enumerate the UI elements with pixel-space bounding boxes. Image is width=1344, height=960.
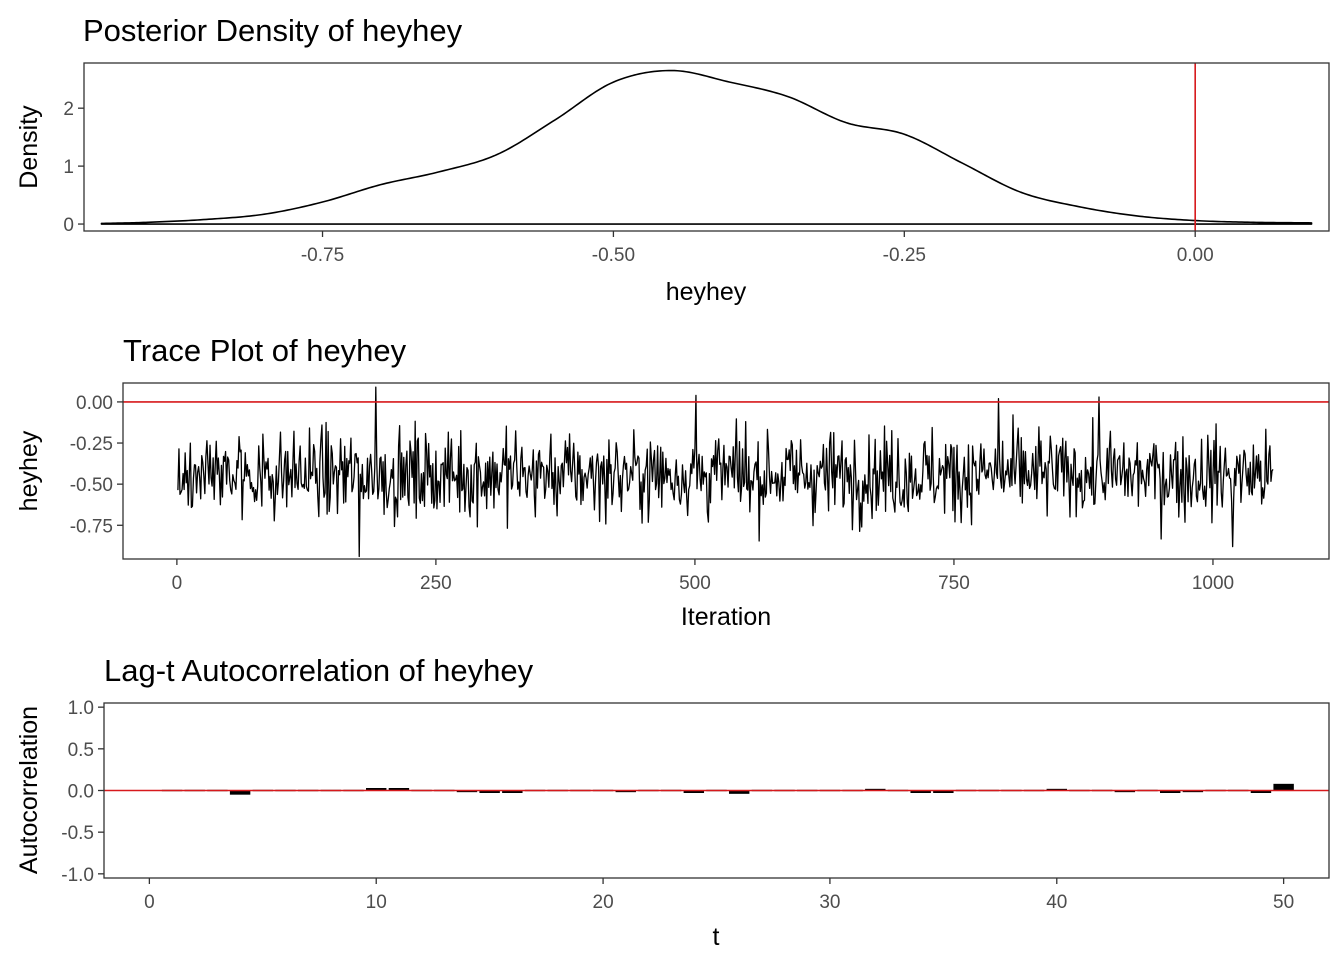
density-y-ticks: 0 1 2 (63, 99, 84, 236)
trace-x-tick-label: 750 (938, 573, 970, 594)
trace-line (177, 386, 1274, 558)
acf-bar (366, 788, 387, 791)
trace-x-ticks: 0 250 500 750 1000 (172, 559, 1234, 594)
trace-panel: Trace Plot of heyhey 0 250 500 750 1000 0.00… (15, 333, 1330, 631)
acf-bar (229, 790, 251, 795)
acf-bar (683, 790, 705, 793)
density-x-tick-label: -0.75 (301, 245, 344, 266)
acf-bar (1114, 790, 1136, 793)
acf-bar (456, 790, 478, 793)
density-x-tick-label: -0.25 (883, 245, 926, 266)
acf-bar (1250, 790, 1272, 793)
acf-x-tick-label: 0 (144, 892, 155, 913)
density-y-tick-label: 1 (63, 157, 74, 178)
trace-y-tick-label: -0.25 (70, 434, 113, 455)
acf-x-label: t (713, 923, 720, 951)
acf-y-tick-label: 0.5 (68, 740, 94, 761)
acf-bar (1273, 783, 1294, 791)
acf-bar (1046, 788, 1067, 791)
trace-title: Trace Plot of heyhey (123, 333, 407, 368)
density-y-tick-label: 2 (63, 99, 74, 120)
acf-x-ticks: 0 10 20 30 40 50 (144, 878, 1294, 913)
acf-x-tick-label: 50 (1273, 892, 1294, 913)
density-plot-area (100, 63, 1313, 231)
acf-panel: Lag-t Autocorrelation of heyhey 0 10 20 30 4… (15, 653, 1330, 951)
trace-x-tick-label: 250 (420, 573, 452, 594)
acf-bar (479, 790, 500, 793)
trace-y-ticks: 0.00 -0.25 -0.50 -0.75 (70, 393, 123, 537)
acf-bar (1160, 790, 1181, 793)
acf-x-tick-label: 20 (593, 892, 614, 913)
acf-y-tick-label: -0.5 (61, 823, 94, 844)
acf-plot-area (104, 783, 1329, 795)
acf-x-tick-label: 30 (819, 892, 840, 913)
trace-x-tick-label: 0 (172, 573, 183, 594)
density-x-tick-label: -0.50 (592, 245, 635, 266)
acf-y-tick-label: 1.0 (68, 698, 94, 719)
trace-panel-border (122, 382, 1330, 560)
acf-y-tick-label: -1.0 (61, 865, 94, 886)
acf-bar (910, 790, 931, 793)
acf-bar (865, 788, 886, 791)
acf-y-tick-label: 0.0 (68, 782, 94, 803)
trace-y-tick-label: 0.00 (76, 393, 113, 414)
density-x-label: heyhey (666, 278, 747, 306)
acf-x-tick-label: 10 (366, 892, 387, 913)
density-y-label: Density (15, 105, 43, 189)
acf-bar (388, 788, 410, 791)
acf-bar (615, 790, 636, 793)
density-y-tick-label: 0 (63, 215, 74, 236)
trace-y-label: heyhey (15, 430, 43, 511)
acf-y-ticks: 1.0 0.5 0.0 -0.5 -1.0 (61, 698, 104, 886)
trace-x-tick-label: 1000 (1192, 573, 1234, 594)
density-panel-border (83, 62, 1330, 232)
trace-x-tick-label: 500 (679, 573, 711, 594)
density-title: Posterior Density of heyhey (83, 13, 463, 48)
acf-bar (728, 790, 750, 794)
density-x-tick-label: 0.00 (1177, 245, 1214, 266)
trace-y-tick-label: -0.50 (70, 475, 113, 496)
acf-title: Lag-t Autocorrelation of heyhey (104, 653, 534, 688)
density-panel: Posterior Density of heyhey -0.75 -0.50 -0… (15, 13, 1330, 306)
trace-plot-area (123, 386, 1329, 558)
acf-bar (502, 790, 523, 793)
trace-x-label: Iteration (681, 603, 771, 631)
density-x-ticks: -0.75 -0.50 -0.25 0.00 (301, 231, 1214, 266)
acf-bar (1182, 790, 1204, 793)
trace-y-tick-label: -0.75 (70, 516, 113, 537)
acf-x-tick-label: 40 (1046, 892, 1067, 913)
acf-bar (933, 790, 954, 793)
density-curve (100, 69, 1313, 225)
acf-y-label: Autocorrelation (15, 706, 43, 874)
